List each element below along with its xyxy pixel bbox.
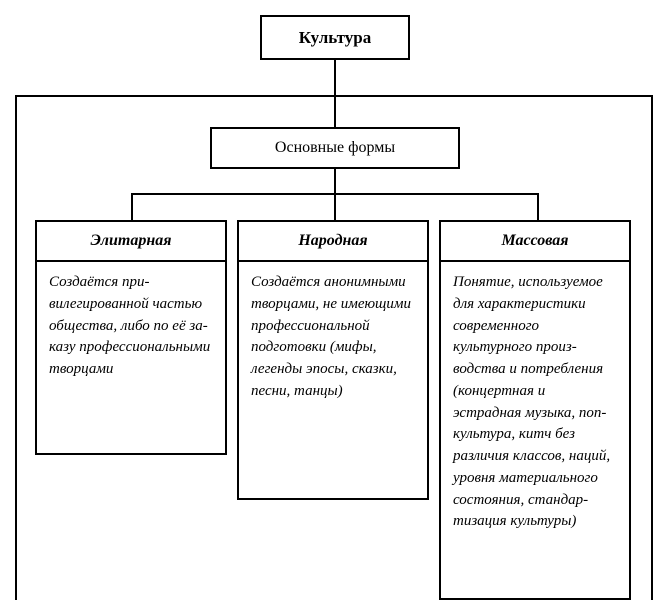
connector-root xyxy=(334,60,336,95)
connector-drop-2 xyxy=(334,193,336,220)
subtitle-node: Основные формы xyxy=(210,127,460,169)
root-label: Культура xyxy=(299,28,371,48)
column-mass: Массовая Понятие, используе­мое для хара… xyxy=(439,220,631,600)
connector-forms-out xyxy=(334,169,336,193)
connector-forms-in xyxy=(334,97,336,127)
subtitle-label: Основные формы xyxy=(275,139,395,157)
column-body: Создаётся при­вилегированной частью обще… xyxy=(37,262,225,391)
column-body: Понятие, используе­мое для характерис­ти… xyxy=(441,262,629,543)
culture-diagram: Культура Основные формы Элитарная Создаё… xyxy=(15,15,653,600)
connector-drop-3 xyxy=(537,193,539,220)
column-body: Создаётся ано­нимными твор­цами, не имею… xyxy=(239,262,427,413)
column-title: Элитарная xyxy=(37,222,225,262)
root-node: Культура xyxy=(260,15,410,60)
column-folk: Народная Создаётся ано­нимными твор­цами… xyxy=(237,220,429,500)
column-elite: Элитарная Создаётся при­вилегированной ч… xyxy=(35,220,227,455)
connector-drop-1 xyxy=(131,193,133,220)
column-title: Массовая xyxy=(441,222,629,262)
column-title: Народная xyxy=(239,222,427,262)
